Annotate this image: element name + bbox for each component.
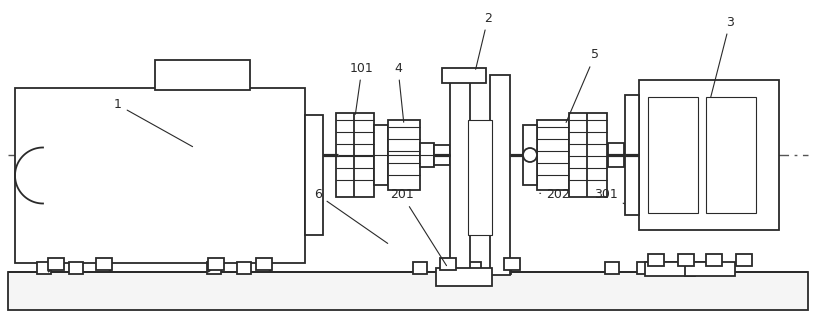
Text: 202: 202 [539,188,570,202]
FancyBboxPatch shape [336,113,374,197]
FancyBboxPatch shape [497,262,511,274]
FancyBboxPatch shape [15,88,305,263]
FancyBboxPatch shape [37,262,51,274]
FancyBboxPatch shape [648,254,664,266]
FancyBboxPatch shape [420,143,434,167]
FancyBboxPatch shape [208,258,224,270]
FancyBboxPatch shape [450,75,470,275]
Text: 1: 1 [114,99,193,147]
FancyBboxPatch shape [388,120,420,190]
FancyBboxPatch shape [645,262,695,276]
FancyBboxPatch shape [443,262,457,274]
Text: 101: 101 [350,61,374,114]
FancyBboxPatch shape [69,262,83,274]
Text: 2: 2 [476,12,492,69]
FancyBboxPatch shape [504,258,520,270]
Text: 3: 3 [711,15,734,97]
FancyBboxPatch shape [467,262,481,274]
FancyBboxPatch shape [237,262,251,274]
FancyBboxPatch shape [305,115,323,235]
Circle shape [523,148,537,162]
FancyBboxPatch shape [8,272,808,310]
FancyBboxPatch shape [625,95,639,215]
Text: 5: 5 [566,49,599,123]
FancyBboxPatch shape [695,262,709,274]
FancyBboxPatch shape [436,268,492,286]
FancyBboxPatch shape [256,258,272,270]
FancyBboxPatch shape [608,143,624,167]
Text: 201: 201 [390,188,446,266]
FancyBboxPatch shape [155,60,250,90]
FancyBboxPatch shape [685,262,735,276]
FancyBboxPatch shape [96,258,112,270]
FancyBboxPatch shape [637,262,651,274]
FancyBboxPatch shape [434,145,450,165]
Text: 6: 6 [314,188,388,244]
FancyBboxPatch shape [207,262,221,274]
FancyBboxPatch shape [413,262,427,274]
FancyBboxPatch shape [648,97,698,213]
FancyBboxPatch shape [442,68,486,83]
FancyBboxPatch shape [523,125,537,185]
FancyBboxPatch shape [440,258,456,270]
Text: 301: 301 [594,188,624,204]
FancyBboxPatch shape [706,97,756,213]
FancyBboxPatch shape [706,254,722,266]
FancyBboxPatch shape [48,258,64,270]
FancyBboxPatch shape [468,120,492,235]
FancyBboxPatch shape [605,262,619,274]
FancyBboxPatch shape [678,254,694,266]
FancyBboxPatch shape [374,125,388,185]
Text: 4: 4 [394,61,404,122]
FancyBboxPatch shape [665,262,679,274]
FancyBboxPatch shape [490,75,510,275]
FancyBboxPatch shape [639,80,779,230]
FancyBboxPatch shape [537,120,569,190]
FancyBboxPatch shape [569,113,607,197]
FancyBboxPatch shape [736,254,752,266]
